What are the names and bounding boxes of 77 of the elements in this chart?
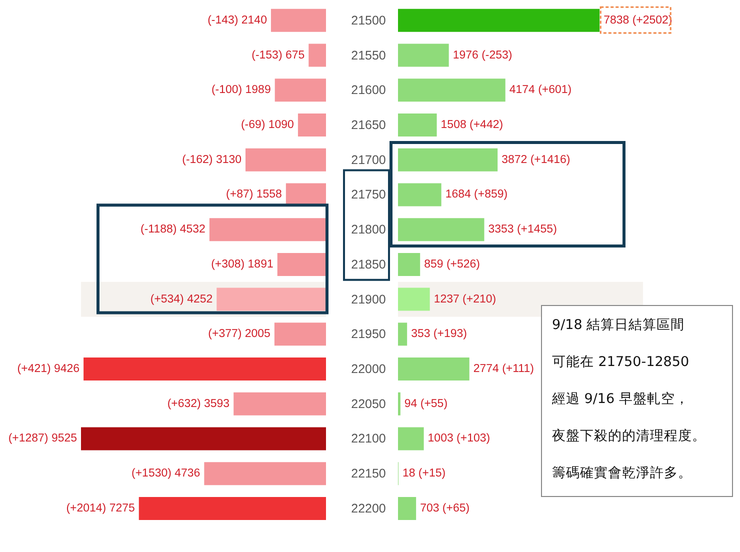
y-tick-label: 21800 [351,222,386,237]
data-label: (+308) 1891 [211,258,274,270]
y-tick-label: 22200 [351,501,386,516]
y-tick-label: 22100 [351,432,386,446]
data-label: (-153) 675 [252,49,305,62]
bar [234,392,326,416]
data-label: (+421) 9426 [17,363,80,376]
bar [204,462,326,486]
data-label: 18 (+15) [402,468,446,480]
bar [298,114,326,137]
bar [398,8,600,32]
data-label: (+534) 4252 [150,293,213,306]
bar [398,114,437,137]
bar [398,183,442,206]
bar [274,322,326,346]
data-label: (+87) 1558 [226,188,282,201]
bar [398,148,498,172]
data-label: (+1287) 9525 [8,432,77,445]
data-label: 3872 (+1416) [502,154,570,166]
bar [209,218,326,242]
y-tick-label: 21750 [351,188,386,202]
y-tick-label: 21500 [351,13,386,28]
annotation: 9/18 結算日結算區間 [552,316,686,335]
y-tick-label: 21950 [351,327,386,342]
bar [398,288,430,311]
data-label: 1508 (+442) [440,119,504,132]
data-label: 4174 (+601) [509,84,572,96]
data-label: 1237 (+210) [434,293,496,306]
y-tick-label: 21550 [351,48,386,62]
data-label: (+377) 2005 [208,328,270,340]
data-label: 1976 (-253) [452,49,512,62]
data-label: (-100) 1989 [211,84,271,96]
y-tick-label: 21650 [351,118,386,132]
annotation: 經過 9/16 早盤軋空， [552,390,690,409]
data-label: 353 (+193) [411,328,468,340]
bar [308,44,326,67]
data-label: (-1188) 4532 [140,224,206,236]
data-label: 94 (+55) [404,398,448,410]
bar [398,252,420,276]
data-label: (+1530) 4736 [132,468,200,480]
y-tick-label: 22000 [351,362,386,376]
data-label: 7838 (+2502) [604,14,672,26]
bar [277,252,326,276]
annotation: 可能在 21750-12850 [552,353,690,372]
bar [398,358,470,381]
bar [398,78,506,102]
data-label: (+2014) 7275 [66,502,135,514]
bar [398,44,449,67]
y-tick-label: 22050 [351,396,386,411]
data-label: 1684 (+859) [445,188,508,201]
data-label: 1003 (+103) [428,432,490,445]
y-tick-label: 22150 [351,466,386,481]
bar [84,358,326,381]
data-label: (-69) 1090 [240,119,294,132]
bar [398,496,416,520]
bar [398,427,424,450]
y-tick-label: 21850 [351,257,386,272]
bar [216,288,326,311]
annotation: 籌碼確實會乾淨許多。 [552,464,693,483]
bar [398,218,484,242]
data-label: 2774 (+111) [473,363,534,376]
y-tick-label: 21700 [351,152,386,167]
y-tick-label: 21900 [351,292,386,306]
bar [270,8,326,32]
bar [81,427,326,450]
y-tick-label: 21600 [351,83,386,98]
data-label: (-162) 3130 [182,154,242,166]
data-label: 3353 (+1455) [488,224,558,236]
bar [274,78,326,102]
data-label: (+632) 3593 [167,398,230,410]
data-label: 703 (+65) [420,502,470,514]
bar [398,322,408,346]
data-label: (-143) 2140 [208,14,267,26]
bar [138,496,326,520]
data-label: 859 (+526) [424,258,480,270]
bar [245,148,326,172]
annotation: 夜盤下殺的的清理程度。 [552,427,707,446]
